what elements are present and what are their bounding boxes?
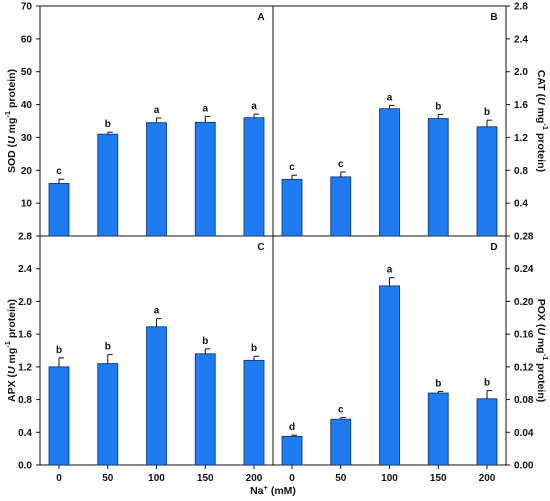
y-tick-label: 1.6 — [514, 100, 528, 111]
x-tick-label: 50 — [102, 473, 114, 484]
panel-b: 0.4 0.8 1.2 1.6 2.0 2.4 2.8 CAT (U mg-1 protein… — [281, 2, 550, 237]
y-tick-label: 2.4 — [18, 264, 32, 275]
bar — [281, 435, 303, 466]
x-tick-label: 0 — [56, 473, 62, 484]
y-tick-label: 0.28 — [514, 232, 534, 243]
significance-letter: b — [56, 345, 62, 356]
panel-d: 0.00 0.04 0.08 0.12 0.16 0.20 0.24 0.28 POX (U m… — [281, 232, 550, 484]
significance-letter: b — [484, 378, 490, 389]
y-tick-label: 0.00 — [514, 461, 534, 472]
bar — [330, 176, 352, 237]
y-tick-label: 2.0 — [18, 297, 32, 308]
significance-letter: a — [387, 92, 393, 103]
panel-a: 10 20 30 40 50 60 70 SOD (U mg-1 protein) Ac b a a a — [3, 2, 265, 237]
bar — [243, 359, 265, 466]
y-tick-label: 50 — [21, 67, 33, 78]
x-axis-title: Na+ (mM) — [250, 483, 296, 497]
x-tick-label: 200 — [246, 473, 263, 484]
y-tick-label: 0.04 — [514, 428, 534, 439]
panel-label: B — [490, 12, 497, 23]
significance-letter: b — [251, 343, 257, 354]
y-tick-label: 70 — [21, 2, 33, 13]
panels: 10 20 30 40 50 60 70 SOD (U mg-1 protein) Ac b a a a… — [3, 2, 550, 485]
bar — [48, 183, 70, 237]
y-tick-label: 1.2 — [514, 133, 528, 144]
y-tick-label: 60 — [21, 34, 33, 45]
x-tick-label: 150 — [430, 473, 447, 484]
y-tick-label: 0.4 — [514, 199, 528, 210]
bar — [48, 366, 70, 466]
significance-letter: c — [56, 166, 62, 177]
significance-letter: b — [202, 336, 208, 347]
y-tick-label: 0.24 — [514, 264, 534, 275]
significance-letter: b — [105, 342, 111, 353]
panel-label: A — [257, 12, 264, 23]
significance-letter: b — [435, 378, 441, 389]
bar — [427, 392, 449, 466]
x-tick-label: 100 — [148, 473, 165, 484]
bar — [97, 363, 119, 466]
x-tick-label: 200 — [479, 473, 496, 484]
bar — [97, 133, 119, 237]
significance-letter: c — [338, 405, 344, 416]
significance-letter: a — [202, 103, 208, 114]
y-tick-label: 1.2 — [18, 362, 32, 373]
y-tick-label: 2.4 — [514, 34, 528, 45]
y-tick-label: 40 — [21, 100, 33, 111]
bar — [194, 121, 216, 237]
significance-letter: a — [154, 306, 160, 317]
bar — [379, 285, 400, 466]
bar — [330, 418, 352, 466]
significance-letter: b — [435, 101, 441, 112]
y-axis-title: POX (U mg-1 protein) — [535, 299, 550, 403]
significance-letter: b — [105, 119, 111, 130]
y-tick-label: 0.8 — [514, 166, 528, 177]
x-tick-label: 50 — [335, 473, 347, 484]
panel-c: 0.0 0.4 0.8 1.2 1.6 2.0 2.4 2.8 APX (U mg-1 prot… — [3, 232, 265, 485]
bar — [476, 126, 498, 237]
significance-letter: d — [289, 422, 295, 433]
y-tick-label: 20 — [21, 166, 33, 177]
y-tick-label: 1.6 — [18, 330, 32, 341]
y-tick-label: 2.8 — [18, 232, 32, 243]
bar — [146, 122, 167, 237]
y-tick-label: 0.16 — [514, 330, 534, 341]
y-axis-title: SOD (U mg-1 protein) — [3, 69, 18, 173]
y-tick-label: 0.08 — [514, 395, 534, 406]
x-tick-label: 100 — [381, 473, 398, 484]
y-tick-label: 0.20 — [514, 297, 534, 308]
bar — [146, 326, 167, 466]
y-tick-label: 2.8 — [514, 2, 528, 13]
significance-letter: a — [251, 101, 257, 112]
y-tick-label: 0.12 — [514, 362, 534, 373]
y-tick-label: 10 — [21, 199, 33, 210]
bar — [194, 353, 216, 466]
significance-letter: a — [154, 105, 160, 116]
y-axis-title: CAT (U mg-1 protein) — [535, 70, 550, 172]
y-tick-label: 30 — [21, 133, 33, 144]
bar — [379, 108, 400, 237]
panel-label: D — [490, 242, 497, 253]
significance-letter: a — [387, 265, 393, 276]
y-axis-title: APX (U mg-1 protein) — [3, 299, 18, 402]
y-tick-label: 0.0 — [18, 461, 32, 472]
bar — [427, 118, 449, 237]
y-tick-label: 0.8 — [18, 395, 32, 406]
x-tick-label: 150 — [197, 473, 214, 484]
significance-letter: c — [338, 159, 344, 170]
panel-label: C — [257, 242, 264, 253]
bar — [281, 178, 303, 237]
bar — [243, 117, 265, 237]
bar — [476, 398, 498, 466]
significance-letter: b — [484, 107, 490, 118]
y-tick-label: 0.4 — [18, 428, 32, 439]
x-tick-label: 0 — [289, 473, 295, 484]
y-tick-label: 2.0 — [514, 67, 528, 78]
significance-letter: c — [289, 162, 295, 173]
